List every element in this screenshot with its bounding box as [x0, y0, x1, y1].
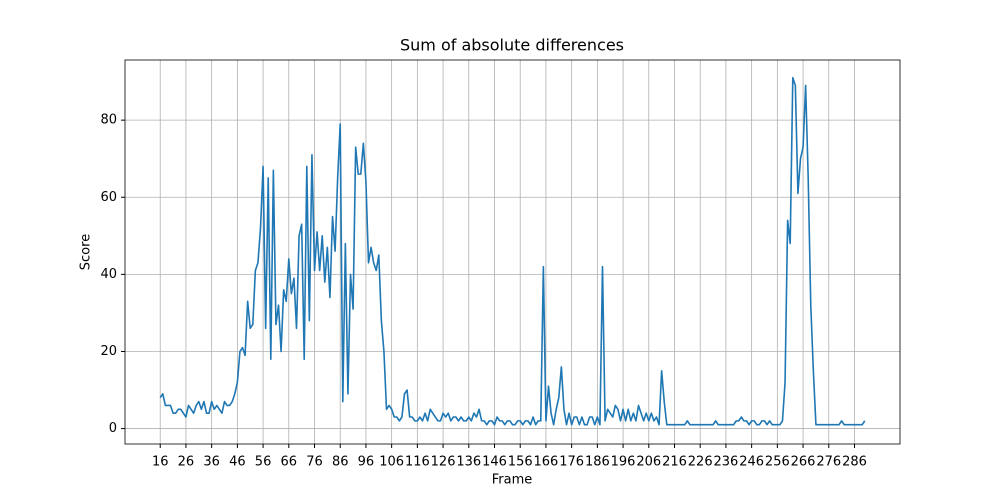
- x-tick-label: 76: [306, 455, 323, 470]
- x-tick-label: 96: [358, 455, 375, 470]
- data-line: [159, 76, 866, 426]
- x-tick-label: 216: [662, 455, 687, 470]
- x-tick-label: 256: [765, 455, 790, 470]
- x-tick-label: 26: [178, 455, 195, 470]
- x-tick-label: 116: [405, 455, 430, 470]
- x-tick-label: 106: [379, 455, 404, 470]
- x-tick-label: 206: [636, 455, 661, 470]
- y-axis-label: Score: [79, 234, 94, 270]
- x-axis-label: Frame: [492, 473, 533, 488]
- x-tick-label: 246: [739, 455, 764, 470]
- chart-title: Sum of absolute differences: [400, 36, 624, 55]
- x-tick-label: 156: [508, 455, 533, 470]
- y-tick-label: 0: [109, 421, 117, 436]
- y-tick-label: 40: [100, 267, 117, 282]
- x-tick-label: 266: [791, 455, 816, 470]
- x-tick-label: 66: [281, 455, 298, 470]
- x-tick-label: 276: [816, 455, 841, 470]
- x-tick-label: 186: [585, 455, 610, 470]
- x-tick-label: 146: [482, 455, 507, 470]
- x-tick-label: 176: [559, 455, 584, 470]
- x-tick-label: 236: [714, 455, 739, 470]
- x-tick-label: 286: [842, 455, 867, 470]
- x-tick-label: 136: [456, 455, 481, 470]
- x-tick-label: 126: [431, 455, 456, 470]
- y-tick-label: 80: [100, 113, 117, 128]
- y-tick-label: 20: [100, 344, 117, 359]
- x-tick-label: 36: [203, 455, 220, 470]
- x-tick-label: 86: [332, 455, 349, 470]
- x-tick-label: 226: [688, 455, 713, 470]
- grid: [125, 60, 900, 444]
- y-tick-label: 60: [100, 190, 117, 205]
- axes-frame: [124, 59, 901, 445]
- x-tick-label: 46: [229, 455, 246, 470]
- x-tick-label: 16: [152, 455, 169, 470]
- x-tick-label: 166: [534, 455, 559, 470]
- x-tick-label: 56: [255, 455, 272, 470]
- plot: [159, 76, 866, 426]
- x-tick-label: 196: [611, 455, 636, 470]
